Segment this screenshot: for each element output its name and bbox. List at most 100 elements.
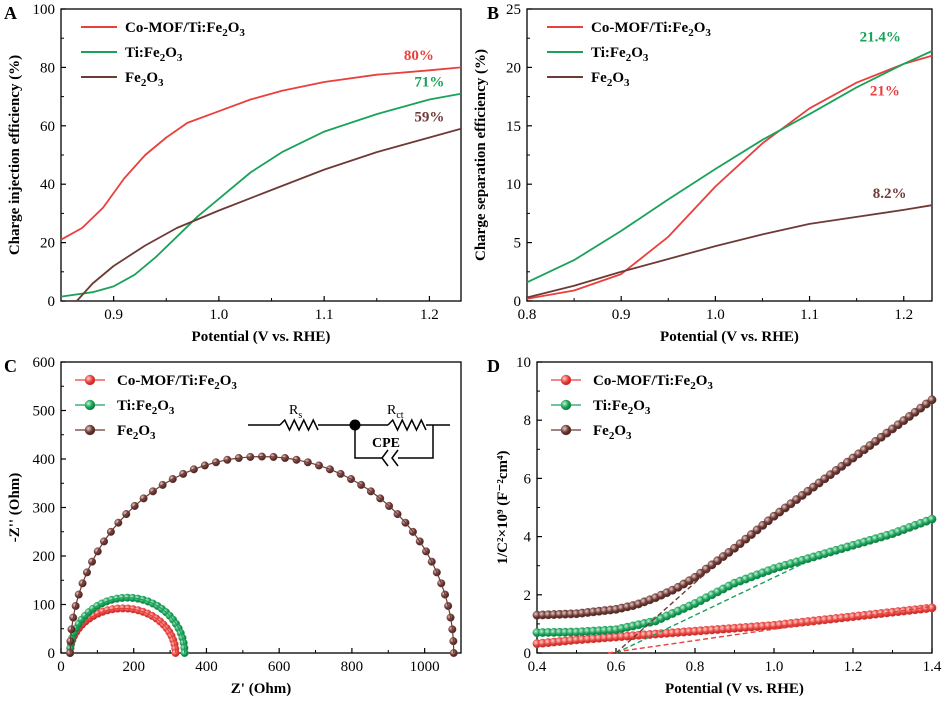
legend-label-mid: O xyxy=(157,398,169,414)
y-tick-label: 0 xyxy=(48,294,56,310)
y-axis-label: Charge separation efficiency (%) xyxy=(473,49,489,261)
y-axis-label: 1/C²×10⁹ (F⁻²cm⁴) xyxy=(495,450,511,564)
y-tick-label: 100 xyxy=(33,598,56,614)
legend-label: Ti:Fe2O3 xyxy=(591,45,649,64)
legend-label-sub: 3 xyxy=(177,52,183,64)
panel-c-letter: C xyxy=(4,356,17,376)
fit-line-green xyxy=(615,563,802,654)
y-tick-label: 25 xyxy=(506,2,521,18)
y-tick-label: 0 xyxy=(48,646,56,662)
x-tick-label: 1.4 xyxy=(923,659,942,675)
legend-label: Ti:Fe2O3 xyxy=(593,398,651,417)
legend-label-mid: O xyxy=(694,20,706,36)
x-tick-label: 0.6 xyxy=(607,659,626,675)
legend-label: Fe2O3 xyxy=(593,423,632,442)
legend-label-base: Ti:Fe xyxy=(593,398,628,414)
legend-label-mid: O xyxy=(614,423,626,439)
percent-annotation: 80% xyxy=(404,48,434,64)
legend-label-sub: 2 xyxy=(628,405,634,417)
resistor-rct xyxy=(387,418,427,432)
series-line-green xyxy=(526,50,933,284)
legend-swatch-brown xyxy=(84,424,96,436)
fit-arc-green xyxy=(69,597,186,654)
y-tick-label: 5 xyxy=(514,236,522,252)
y-tick-label: 6 xyxy=(524,471,532,487)
legend-label-mid: O xyxy=(228,20,240,36)
legend-label-base: Ti:Fe xyxy=(117,398,152,414)
y-tick-label: 8 xyxy=(524,413,532,429)
y-tick-label: 100 xyxy=(33,2,56,18)
y-tick-label: 20 xyxy=(40,236,55,252)
y-tick-label: 10 xyxy=(516,355,531,371)
legend-label-base: Ti:Fe xyxy=(125,45,160,61)
percent-annotation: 71% xyxy=(414,74,444,90)
circuit-label-sub: ct xyxy=(396,410,403,421)
percent-annotation: 21% xyxy=(870,83,900,99)
legend-label-sub: 3 xyxy=(645,405,651,417)
circuit-label-base: CPE xyxy=(372,436,400,451)
y-tick-label: 20 xyxy=(506,60,521,76)
legend-label-base: Co-MOF/Ti:Fe xyxy=(591,20,689,36)
legend-label-sub: 3 xyxy=(643,52,649,64)
data-point-brown xyxy=(927,395,937,405)
plot-frame xyxy=(526,8,933,302)
legend-label-mid: O xyxy=(220,373,232,389)
legend-label: Fe2O3 xyxy=(125,70,164,89)
x-tick-label: 1.1 xyxy=(800,307,819,323)
x-tick-label: 0.8 xyxy=(518,307,537,323)
data-point-green xyxy=(927,514,937,524)
y-tick-label: 600 xyxy=(33,355,56,371)
x-tick-label: 200 xyxy=(122,659,145,675)
x-tick-label: 0.8 xyxy=(686,659,705,675)
x-tick-label: 0.4 xyxy=(528,659,547,675)
legend-label-sub: 3 xyxy=(150,430,156,442)
legend-label-base: Fe xyxy=(125,70,141,86)
legend-label-base: Co-MOF/Ti:Fe xyxy=(125,20,223,36)
legend-label-sub: 2 xyxy=(222,27,228,39)
y-tick-label: 300 xyxy=(33,501,56,517)
panel-b-letter: B xyxy=(487,3,499,23)
panel-d-letter: D xyxy=(487,356,500,376)
cpe-branch xyxy=(354,425,434,459)
x-tick-label: 1.0 xyxy=(210,307,229,323)
legend-swatch-red xyxy=(84,374,96,386)
y-tick-label: 0 xyxy=(524,646,532,662)
x-axis-label: Potential (V vs. RHE) xyxy=(665,681,804,697)
x-tick-label: 600 xyxy=(268,659,291,675)
x-tick-label: 1000 xyxy=(410,659,440,675)
legend-label: Fe2O3 xyxy=(117,423,156,442)
series-line-red xyxy=(526,54,933,300)
y-tick-label: 4 xyxy=(524,530,532,546)
legend-label-base: Ti:Fe xyxy=(591,45,626,61)
legend-label: Fe2O3 xyxy=(591,70,630,89)
fit-arc-brown xyxy=(69,455,455,654)
legend-label: Ti:Fe2O3 xyxy=(125,45,183,64)
series-line-red xyxy=(60,66,462,241)
x-tick-label: 1.1 xyxy=(315,307,334,323)
legend-label-mid: O xyxy=(138,423,150,439)
x-tick-label: 800 xyxy=(341,659,364,675)
cpe-symbol xyxy=(381,449,399,467)
legend-label-sub: 3 xyxy=(231,380,237,392)
x-tick-label: 1.0 xyxy=(706,307,725,323)
legend-label-mid: O xyxy=(696,373,708,389)
legend-label: Co-MOF/Ti:Fe2O3 xyxy=(593,373,713,392)
percent-annotation: 21.4% xyxy=(860,30,901,46)
legend-label-mid: O xyxy=(631,45,643,61)
legend-label-mid: O xyxy=(633,398,645,414)
percent-annotation: 8.2% xyxy=(873,186,907,202)
panel-a-letter: A xyxy=(4,3,17,23)
x-tick-label: 0.9 xyxy=(612,307,631,323)
x-tick-label: 1.2 xyxy=(420,307,439,323)
percent-annotation: 59% xyxy=(414,109,444,125)
legend-swatch-brown xyxy=(560,424,572,436)
x-tick-label: 400 xyxy=(195,659,218,675)
legend-label-sub: 2 xyxy=(690,380,696,392)
y-tick-label: 15 xyxy=(506,119,521,135)
y-tick-label: 0 xyxy=(514,294,522,310)
circuit-label-sub: s xyxy=(298,410,302,421)
circuit-label-base: R xyxy=(289,403,299,418)
circuit-label: Rct xyxy=(387,403,404,421)
resistor-rs xyxy=(279,418,319,432)
